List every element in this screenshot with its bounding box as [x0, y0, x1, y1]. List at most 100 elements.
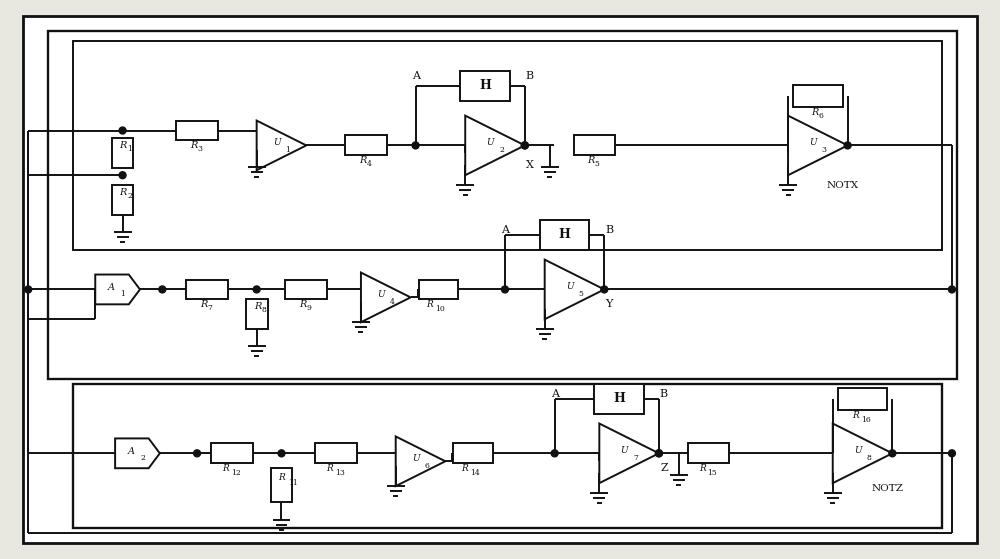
Text: NOTZ: NOTZ — [871, 484, 903, 492]
Polygon shape — [833, 424, 892, 483]
Bar — [285, 280, 327, 300]
Text: U: U — [377, 290, 385, 299]
Text: 10: 10 — [435, 305, 445, 314]
Bar — [186, 280, 228, 300]
Bar — [271, 468, 292, 503]
Bar — [574, 135, 615, 155]
Text: 11: 11 — [288, 479, 298, 487]
Text: B: B — [526, 71, 534, 81]
Bar — [453, 443, 493, 463]
Text: 3: 3 — [822, 146, 827, 154]
Text: 16: 16 — [862, 415, 871, 424]
Circle shape — [159, 286, 166, 293]
Circle shape — [119, 127, 126, 134]
Text: R: R — [811, 108, 818, 117]
Bar — [345, 135, 387, 155]
Text: 12: 12 — [231, 469, 241, 477]
Polygon shape — [545, 259, 604, 319]
Polygon shape — [788, 116, 848, 175]
Bar — [176, 121, 218, 140]
Text: R: R — [299, 300, 307, 309]
Text: U: U — [273, 138, 280, 147]
Circle shape — [521, 142, 528, 149]
Text: B: B — [605, 225, 613, 235]
Circle shape — [25, 286, 32, 293]
Bar — [73, 384, 942, 528]
Text: 5: 5 — [578, 290, 583, 299]
Text: H: H — [479, 79, 491, 92]
Text: U: U — [854, 446, 861, 455]
Polygon shape — [396, 437, 445, 486]
Polygon shape — [257, 121, 306, 170]
Bar — [246, 300, 268, 329]
Text: A: A — [551, 389, 559, 399]
Text: B: B — [660, 389, 668, 399]
Text: 6: 6 — [818, 112, 823, 120]
Circle shape — [601, 286, 608, 293]
Text: Y: Y — [606, 299, 613, 309]
Text: 15: 15 — [708, 469, 717, 477]
Text: 14: 14 — [470, 469, 480, 477]
Text: 4: 4 — [366, 160, 371, 168]
Text: U: U — [620, 446, 628, 455]
Text: 7: 7 — [633, 454, 638, 462]
Polygon shape — [465, 116, 525, 175]
Text: H: H — [559, 228, 570, 241]
Text: 2: 2 — [127, 192, 132, 200]
Bar — [594, 384, 644, 414]
Text: R: R — [190, 141, 197, 150]
Text: R: R — [853, 411, 859, 420]
Text: R: R — [120, 188, 127, 197]
Polygon shape — [361, 273, 411, 322]
Circle shape — [948, 450, 955, 457]
Bar — [419, 280, 458, 300]
Text: R: R — [699, 464, 705, 473]
Text: R: R — [426, 300, 433, 309]
Text: U: U — [566, 282, 573, 291]
Text: U: U — [412, 454, 419, 463]
Circle shape — [655, 450, 662, 457]
Circle shape — [119, 172, 126, 179]
Text: R: R — [120, 141, 127, 150]
Text: 3: 3 — [198, 145, 203, 153]
Polygon shape — [95, 274, 140, 304]
Circle shape — [551, 450, 558, 457]
Text: 4: 4 — [390, 299, 395, 306]
Text: R: R — [326, 464, 333, 473]
Text: R: R — [461, 464, 468, 473]
Text: 6: 6 — [425, 462, 429, 470]
Text: X: X — [526, 160, 534, 170]
Circle shape — [278, 450, 285, 457]
Circle shape — [253, 286, 260, 293]
Text: 2: 2 — [140, 454, 145, 462]
Text: R: R — [254, 302, 261, 311]
Polygon shape — [599, 424, 659, 483]
Bar — [793, 85, 843, 107]
Text: U: U — [486, 138, 494, 147]
Circle shape — [844, 142, 851, 149]
Circle shape — [655, 450, 662, 457]
Bar — [48, 31, 957, 379]
Bar — [112, 185, 133, 215]
Text: R: R — [200, 300, 207, 309]
Circle shape — [521, 142, 528, 149]
Text: Z: Z — [660, 463, 668, 473]
Bar — [540, 220, 589, 250]
Text: 13: 13 — [335, 469, 345, 477]
Text: U: U — [809, 138, 817, 147]
Text: 9: 9 — [307, 304, 312, 312]
Text: 5: 5 — [595, 160, 600, 168]
Text: R: R — [222, 464, 229, 473]
Polygon shape — [115, 438, 160, 468]
Text: NOTX: NOTX — [827, 181, 859, 190]
Circle shape — [501, 286, 508, 293]
Text: 8: 8 — [867, 454, 871, 462]
Circle shape — [889, 450, 896, 457]
Bar — [315, 443, 357, 463]
Circle shape — [412, 142, 419, 149]
Bar — [211, 443, 253, 463]
Bar — [112, 138, 133, 168]
Bar — [73, 41, 942, 250]
Text: A: A — [501, 225, 509, 235]
Bar — [838, 388, 887, 410]
